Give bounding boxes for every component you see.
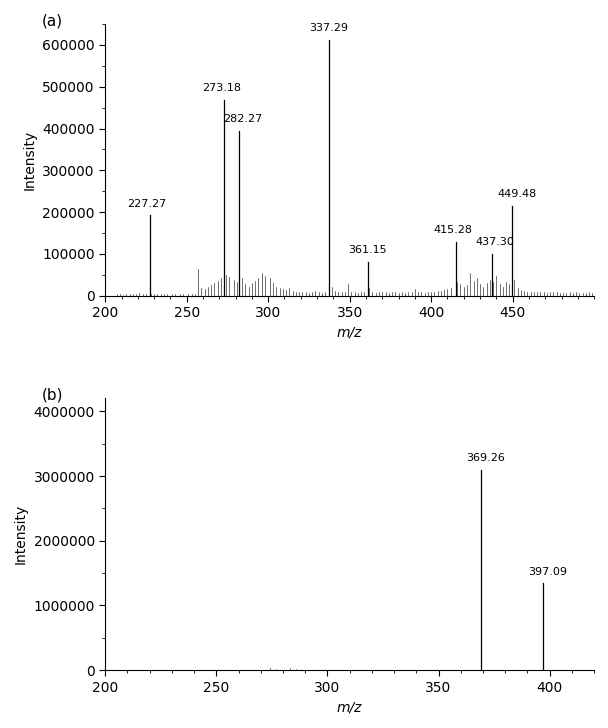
Text: 282.27: 282.27 <box>223 114 262 124</box>
Text: 369.26: 369.26 <box>466 453 505 463</box>
Text: (b): (b) <box>42 387 63 403</box>
Text: 273.18: 273.18 <box>202 83 241 93</box>
Text: 449.48: 449.48 <box>497 189 536 199</box>
Y-axis label: Intensity: Intensity <box>22 130 36 190</box>
Text: 415.28: 415.28 <box>434 226 472 235</box>
Y-axis label: Intensity: Intensity <box>14 505 28 564</box>
X-axis label: m/z: m/z <box>337 325 362 340</box>
Text: 437.30: 437.30 <box>475 237 514 247</box>
Text: 337.29: 337.29 <box>309 23 348 33</box>
Text: 361.15: 361.15 <box>348 245 387 256</box>
Text: (a): (a) <box>42 13 63 28</box>
Text: 227.27: 227.27 <box>127 199 166 209</box>
X-axis label: m/z: m/z <box>337 700 362 714</box>
Text: 397.09: 397.09 <box>528 566 567 577</box>
